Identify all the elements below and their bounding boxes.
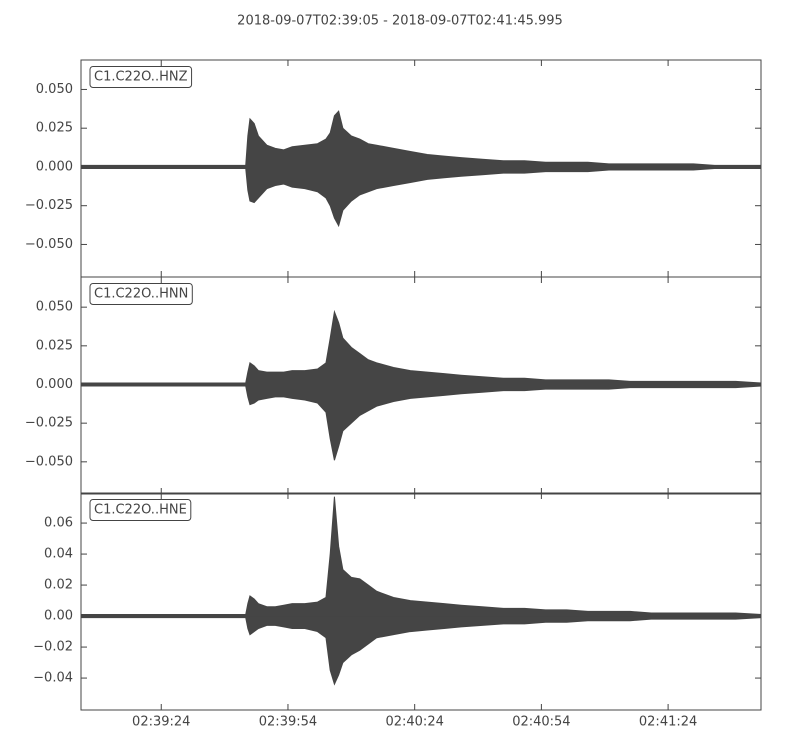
- waveform-envelope: [80, 309, 762, 385]
- waveform-envelope: [80, 383, 762, 461]
- x-tick-label: 02:39:54: [259, 715, 317, 730]
- trace-label-box: [89, 66, 193, 88]
- trace-label: C1.C22O..HNN: [94, 287, 188, 302]
- trace-label: C1.C22O..HNZ: [94, 70, 188, 85]
- trace-label-box: [89, 499, 192, 521]
- y-tick-label: 0.050: [36, 82, 73, 97]
- trace-label: C1.C22O..HNE: [94, 503, 187, 518]
- y-tick-label: −0.02: [33, 640, 73, 655]
- y-tick-label: 0.025: [36, 121, 73, 136]
- y-tick-label: −0.025: [25, 198, 73, 213]
- waveform-envelope: [80, 110, 762, 168]
- x-tick-label: 02:40:54: [512, 715, 570, 730]
- trace-label-box: [89, 283, 193, 305]
- y-tick-label: 0.050: [36, 300, 73, 315]
- axes-frame: [80, 492, 762, 711]
- y-tick-label: −0.050: [25, 454, 73, 469]
- y-tick-label: 0.000: [36, 377, 73, 392]
- x-tick-label: 02:39:24: [132, 715, 190, 730]
- y-tick-label: −0.025: [25, 416, 73, 431]
- axes-frame: [80, 276, 762, 495]
- waveform-envelope: [80, 166, 762, 228]
- x-tick-label: 02:41:24: [639, 715, 697, 730]
- y-tick-label: −0.04: [33, 671, 73, 686]
- y-tick-label: 0.000: [36, 159, 73, 174]
- y-tick-label: 0.025: [36, 338, 73, 353]
- waveform-envelope: [80, 496, 762, 617]
- y-tick-label: 0.06: [44, 516, 73, 531]
- waveform-envelope: [80, 615, 762, 686]
- y-tick-label: 0.00: [44, 609, 73, 624]
- x-tick-label: 02:40:24: [385, 715, 443, 730]
- figure-title: 2018-09-07T02:39:05 - 2018-09-07T02:41:4…: [237, 14, 563, 29]
- y-tick-label: 0.02: [44, 578, 73, 593]
- y-tick-label: 0.04: [44, 547, 73, 562]
- y-tick-label: −0.050: [25, 237, 73, 252]
